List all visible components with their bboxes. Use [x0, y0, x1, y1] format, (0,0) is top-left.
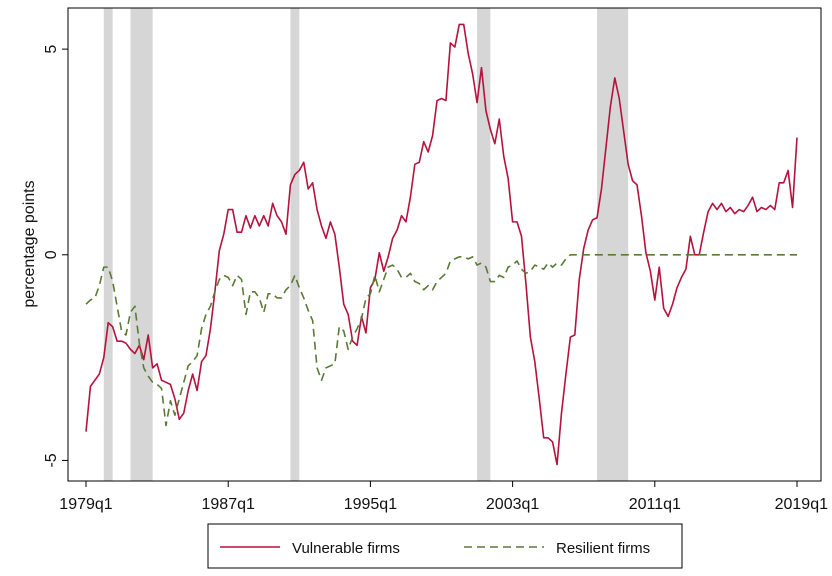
recession-band-3 — [477, 8, 491, 481]
recession-band-4 — [597, 8, 629, 481]
series-line-resilient — [85, 253, 797, 427]
x-tick-label: 1987q1 — [202, 496, 255, 513]
plot-frame — [67, 7, 822, 482]
recession-band-0 — [103, 8, 113, 481]
y-axis-title: percentage points — [21, 180, 38, 307]
recession-band-2 — [290, 8, 300, 481]
x-axis: 1979q1 1987q1 1995q1 2003q1 2011q1 2019q1 — [59, 481, 828, 513]
y-tick-label: 5 — [43, 45, 60, 54]
x-tick-label: 2019q1 — [775, 496, 828, 513]
recession-shading-layer — [103, 8, 629, 481]
series-lines-layer — [85, 23, 798, 466]
y-tick-label: 0 — [43, 250, 60, 259]
x-tick-label: 1995q1 — [344, 496, 397, 513]
series-line-vulnerable — [85, 23, 798, 466]
legend-box — [207, 523, 683, 569]
y-axis: -5 0 5 — [43, 45, 68, 468]
recession-band-1 — [130, 8, 153, 481]
y-tick-label: -5 — [43, 453, 60, 467]
legend: Vulnerable firms Resilient firms — [207, 523, 683, 569]
legend-label-resilient: Resilient firms — [556, 540, 650, 557]
x-tick-label: 2011q1 — [629, 496, 681, 513]
legend-label-vulnerable: Vulnerable firms — [292, 540, 400, 557]
x-tick-label: 1979q1 — [59, 496, 112, 513]
x-tick-label: 2003q1 — [486, 496, 539, 513]
